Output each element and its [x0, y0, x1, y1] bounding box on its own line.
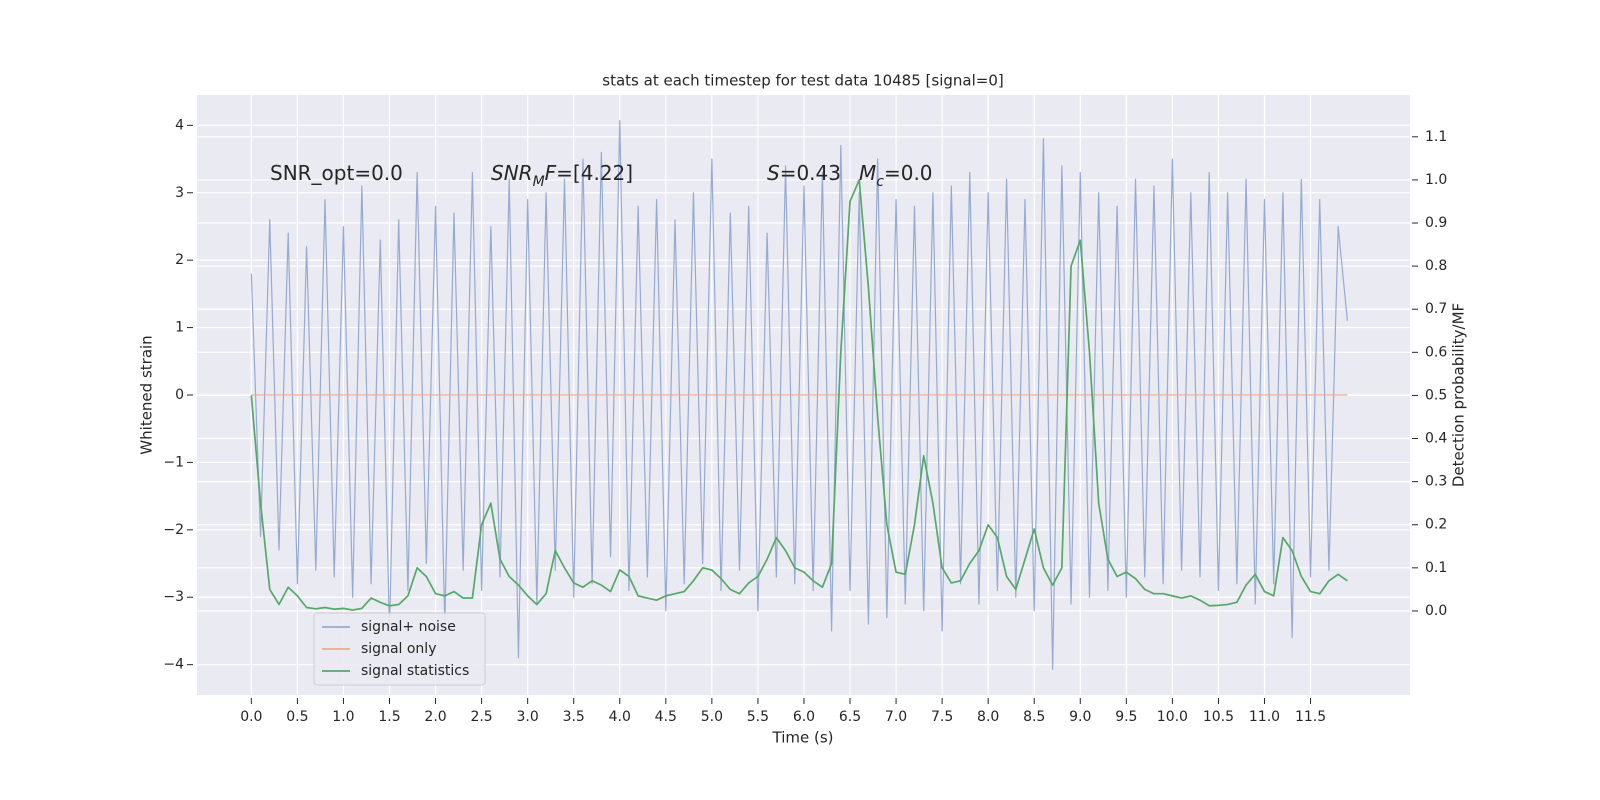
- x-tick-label: 6.5: [839, 709, 861, 725]
- annotation-part: F: [545, 161, 557, 185]
- x-tick-label: 11.0: [1249, 709, 1280, 725]
- y-tick-label: −3: [163, 589, 184, 605]
- y-axis-label: Whitened strain: [138, 335, 156, 454]
- chart-title: stats at each timestep for test data 104…: [602, 72, 1003, 90]
- annotation-part: S: [767, 161, 780, 185]
- x-tick-label: 8.5: [1023, 709, 1045, 725]
- y-tick-label: −2: [163, 522, 184, 538]
- x-tick-label: 1.5: [378, 709, 400, 725]
- y2-tick-label: 0.4: [1425, 431, 1447, 447]
- y-tick-label: 0: [175, 387, 184, 403]
- y-tick-label: 3: [175, 185, 184, 201]
- annotation-part: =[4.22]: [556, 161, 633, 185]
- x-tick-label: 4.0: [609, 709, 631, 725]
- x-tick-label: 0.0: [240, 709, 262, 725]
- legend-label: signal+ noise: [361, 619, 456, 635]
- y2-tick-label: 0.0: [1425, 603, 1447, 619]
- x-tick-label: 10.0: [1157, 709, 1188, 725]
- y2-tick-label: 0.2: [1425, 517, 1447, 533]
- y-tick-label: −1: [163, 454, 184, 470]
- y2-tick-label: 1.0: [1425, 172, 1447, 188]
- series-line: [250, 179, 1348, 611]
- y2-axis-label: Detection probability/MF: [1450, 303, 1468, 487]
- annotation: Mc=0.0: [859, 161, 933, 191]
- x-tick-label: 8.0: [977, 709, 999, 725]
- x-tick-label: 0.5: [286, 709, 308, 725]
- x-tick-label: 4.5: [655, 709, 677, 725]
- legend-label: signal only: [361, 641, 436, 657]
- x-tick-label: 7.0: [885, 709, 907, 725]
- x-tick-label: 11.5: [1295, 709, 1326, 725]
- annotation: SNR_opt=0.0: [270, 161, 403, 185]
- x-tick-label: 7.5: [931, 709, 953, 725]
- y-tick-label: 4: [175, 117, 184, 133]
- y2-tick-label: 0.7: [1425, 301, 1447, 317]
- y2-tick-label: 0.5: [1425, 387, 1447, 403]
- x-tick-label: 6.0: [793, 709, 815, 725]
- x-tick-label: 3.0: [517, 709, 539, 725]
- annotation-part: M: [859, 161, 876, 185]
- annotation-part: M: [533, 174, 545, 190]
- y2-tick-label: 0.8: [1425, 258, 1447, 274]
- annotation-part: SNR: [491, 161, 533, 185]
- x-axis-label: Time (s): [772, 729, 834, 747]
- legend-label: signal statistics: [361, 663, 469, 679]
- x-tick-label: 10.5: [1203, 709, 1234, 725]
- x-tick-label: 2.0: [424, 709, 446, 725]
- annotation: S=0.43: [767, 161, 841, 185]
- y2-tick-label: 0.3: [1425, 474, 1447, 490]
- x-tick-label: 5.5: [747, 709, 769, 725]
- y2-tick-label: 0.1: [1425, 560, 1447, 576]
- annotation-part: SNR_opt=0.0: [270, 161, 403, 185]
- x-tick-label: 1.0: [332, 709, 354, 725]
- x-tick-label: 5.0: [701, 709, 723, 725]
- y-tick-label: 2: [175, 252, 184, 268]
- y-tick-label: −4: [163, 657, 184, 673]
- y2-tick-label: 0.9: [1425, 215, 1447, 231]
- x-tick-label: 9.5: [1115, 709, 1137, 725]
- y2-tick-label: 0.6: [1425, 344, 1447, 360]
- series-line: [250, 120, 1348, 670]
- legend: signal+ noise signal only signal statistic…: [313, 612, 486, 686]
- y-tick-label: 1: [175, 320, 184, 336]
- x-tick-label: 9.0: [1069, 709, 1091, 725]
- x-tick-label: 3.5: [563, 709, 585, 725]
- annotation-part: =0.43: [780, 161, 841, 185]
- annotation-part: =0.0: [884, 161, 933, 185]
- annotation: SNRMF=[4.22]: [491, 161, 633, 191]
- legend-box: [313, 612, 486, 686]
- annotation-part: c: [876, 174, 884, 190]
- x-tick-label: 2.5: [470, 709, 492, 725]
- y2-tick-label: 1.1: [1425, 129, 1447, 145]
